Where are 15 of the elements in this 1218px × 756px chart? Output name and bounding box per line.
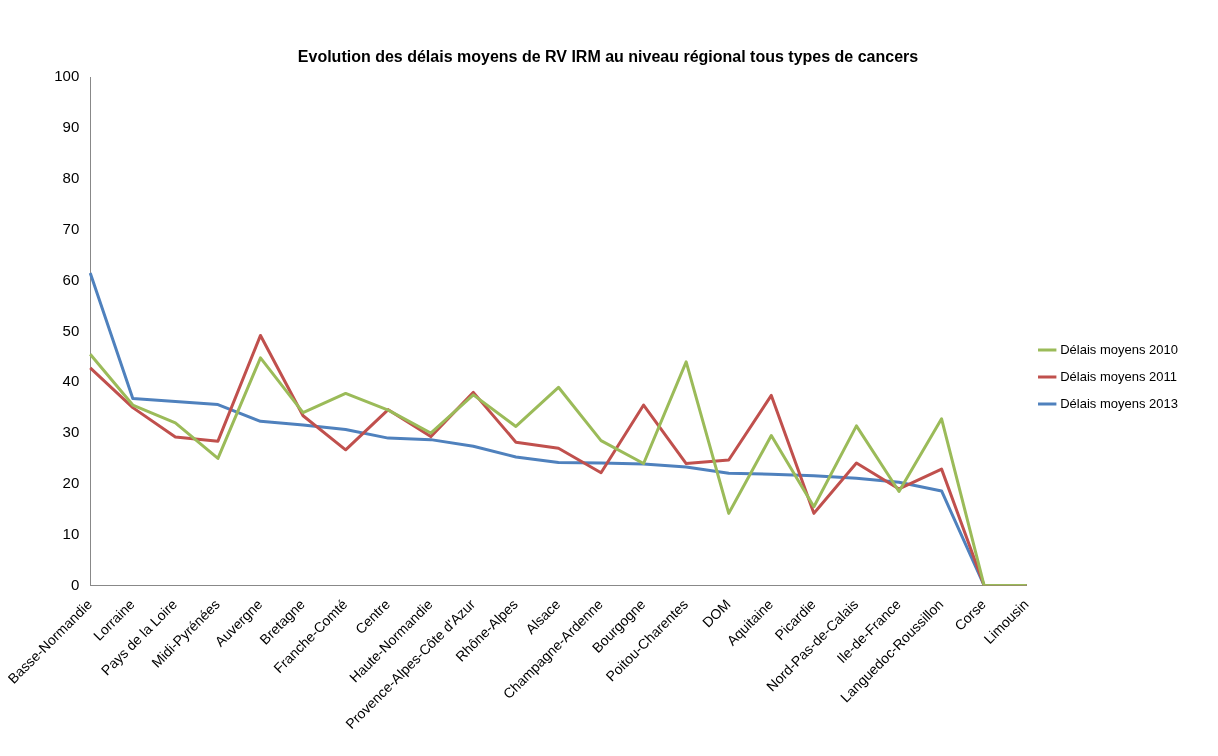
y-tick-label: 50 (62, 321, 80, 339)
legend-label: Délais moyens 2013 (1060, 395, 1179, 411)
legend-label: Délais moyens 2011 (1060, 368, 1178, 384)
y-tick-label: 60 (62, 270, 80, 288)
y-tick-label: 70 (62, 219, 80, 237)
y-tick-label: 10 (62, 524, 80, 542)
chart-title: Evolution des délais moyens de RV IRM au niveau régional tous types de cancers (297, 48, 919, 66)
y-tick-label: 100 (54, 67, 80, 85)
legend-label: Délais moyens 2010 (1060, 341, 1179, 357)
y-tick-label: 0 (70, 575, 80, 593)
y-tick-label: 40 (62, 372, 80, 390)
y-tick-label: 90 (62, 118, 80, 136)
y-tick-label: 30 (62, 423, 80, 441)
y-tick-label: 20 (62, 474, 80, 492)
y-tick-label: 80 (62, 169, 80, 187)
